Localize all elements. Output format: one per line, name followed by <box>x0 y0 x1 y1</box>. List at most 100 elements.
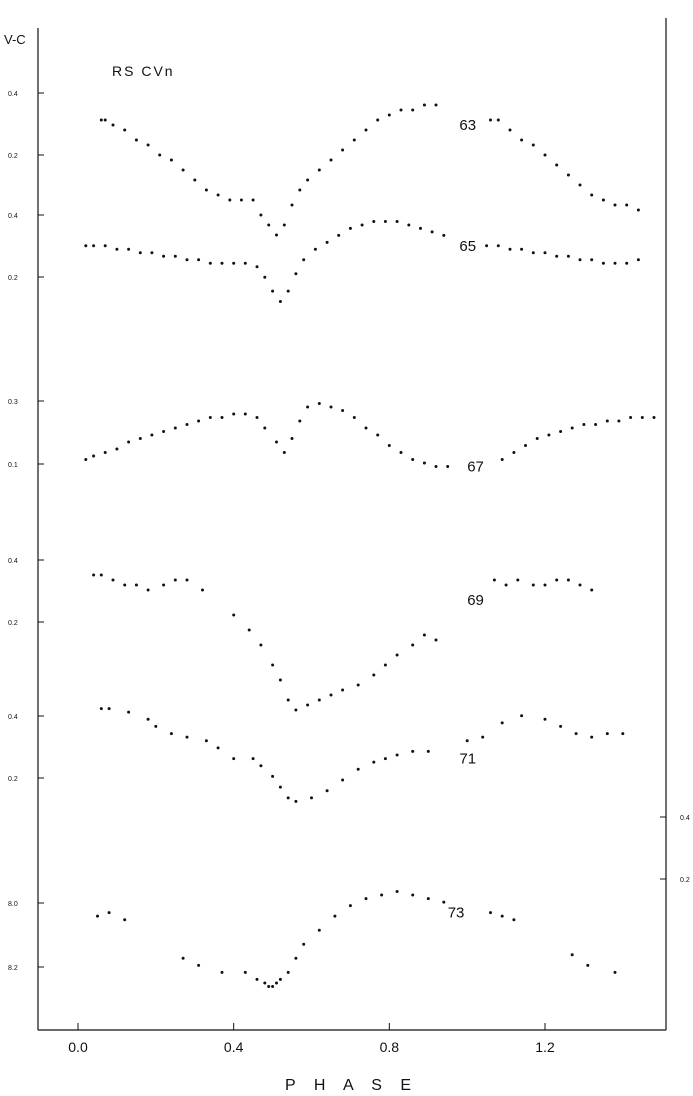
data-point <box>399 108 403 112</box>
data-point <box>613 203 617 207</box>
data-point <box>376 118 380 122</box>
data-point <box>294 956 298 960</box>
data-point <box>430 230 434 234</box>
data-point <box>150 433 154 437</box>
data-point <box>411 643 415 647</box>
y-tick-label: 0.1 <box>8 462 18 469</box>
data-point <box>220 970 224 974</box>
data-point <box>601 198 605 202</box>
data-point <box>422 103 426 107</box>
data-point <box>543 153 547 157</box>
left-tick-marks: 0.4 0.2 0.4 0.2 0.3 0.1 0.4 0.2 0.4 0.2 8.0 8.2 0.4 0… <box>8 91 690 972</box>
data-point <box>636 208 640 212</box>
data-point <box>492 578 496 582</box>
data-point <box>259 643 263 647</box>
data-point <box>282 223 286 227</box>
data-point <box>123 583 127 587</box>
data-point <box>197 419 201 423</box>
data-point <box>376 433 380 437</box>
data-point <box>594 423 598 426</box>
data-point <box>271 663 275 667</box>
data-point <box>586 963 590 967</box>
series-67 <box>84 402 656 468</box>
data-point <box>419 226 422 230</box>
data-point <box>434 638 438 642</box>
series-69 <box>92 573 594 712</box>
data-point <box>123 128 127 132</box>
x-tick-marks: 0.0 0.4 0.8 1.2 <box>68 1023 555 1055</box>
data-point <box>127 247 131 251</box>
data-point <box>247 628 251 632</box>
data-point <box>399 451 403 454</box>
data-point <box>173 254 177 258</box>
data-point <box>613 970 617 974</box>
data-point <box>103 244 107 248</box>
data-point <box>512 451 516 454</box>
data-point <box>360 223 364 227</box>
plot-frame <box>37 18 667 1031</box>
data-point <box>489 118 492 122</box>
data-point <box>278 678 282 682</box>
data-point <box>566 578 570 582</box>
data-point <box>325 240 329 244</box>
data-point <box>500 914 504 918</box>
data-point <box>282 451 286 454</box>
data-point <box>84 244 88 248</box>
data-point <box>310 796 313 800</box>
data-point <box>275 440 278 444</box>
y-tick-label: 0.2 <box>8 275 18 282</box>
y-tick-label: 0.2 <box>8 620 18 627</box>
data-point <box>193 178 197 182</box>
data-point <box>372 760 376 764</box>
data-point <box>278 300 282 303</box>
data-points: 63 65 67 69 71 73 <box>84 103 656 988</box>
data-point <box>516 578 520 582</box>
y-tick-label: 0.4 <box>8 558 18 565</box>
data-point <box>613 261 617 265</box>
data-point <box>271 985 275 988</box>
data-point <box>92 244 96 248</box>
data-point <box>294 799 298 803</box>
data-point <box>92 454 96 458</box>
data-point <box>621 732 625 736</box>
data-point <box>317 168 321 172</box>
data-point <box>263 426 267 430</box>
data-point <box>520 247 524 251</box>
data-point <box>547 433 551 437</box>
x-tick-label: 1.2 <box>535 1039 555 1055</box>
data-point <box>138 437 142 440</box>
data-point <box>197 258 201 262</box>
data-point <box>251 198 255 202</box>
data-point <box>383 663 387 667</box>
data-point <box>181 168 185 172</box>
data-point <box>605 732 609 736</box>
data-point <box>520 714 524 718</box>
data-point <box>652 416 656 419</box>
data-point <box>629 416 633 419</box>
y-tick-label: 0.4 <box>8 714 18 721</box>
chart-title: RS CVn <box>112 63 175 79</box>
data-point <box>271 289 275 293</box>
data-point <box>267 985 271 988</box>
data-point <box>333 914 337 918</box>
data-point <box>255 416 259 419</box>
y-tick-label: 0.4 <box>8 91 18 98</box>
data-point <box>348 226 352 230</box>
data-point <box>127 710 131 714</box>
data-point <box>465 739 469 743</box>
data-point <box>566 254 570 258</box>
data-point <box>99 707 103 711</box>
data-point <box>387 113 391 117</box>
data-point <box>232 412 236 416</box>
data-point <box>243 261 247 265</box>
data-point <box>380 893 384 897</box>
series-65 <box>84 220 640 303</box>
series-label: 63 <box>459 117 476 134</box>
data-point <box>372 673 376 677</box>
data-point <box>278 977 282 981</box>
data-point <box>578 258 582 262</box>
data-point <box>107 911 111 915</box>
data-point <box>138 251 142 255</box>
y-tick-label: 0.2 <box>8 153 18 160</box>
data-point <box>294 272 298 276</box>
